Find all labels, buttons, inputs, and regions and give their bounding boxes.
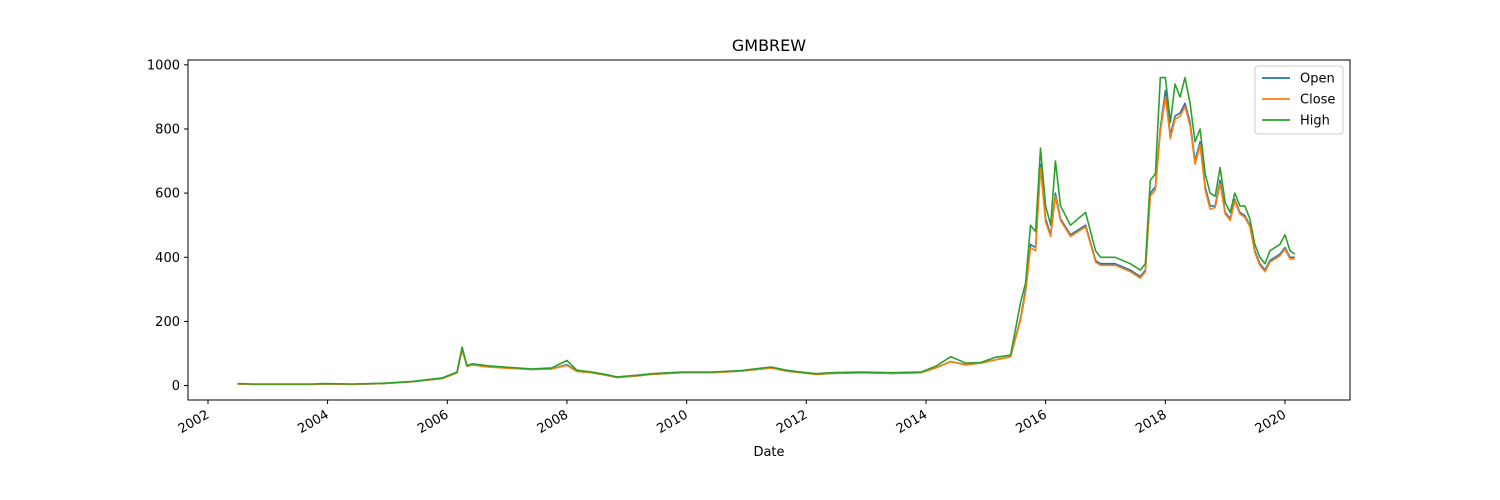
y-tick-label: 600 <box>155 187 180 202</box>
x-axis-label: Date <box>753 445 784 460</box>
chart-title: GMBREW <box>732 36 806 55</box>
legend-label-open: Open <box>1300 72 1335 87</box>
y-tick-label: 1000 <box>147 58 180 73</box>
y-tick-label: 0 <box>172 379 180 394</box>
legend-label-high: High <box>1300 114 1330 129</box>
legend-box <box>1254 65 1344 135</box>
y-tick-label: 400 <box>155 251 180 266</box>
y-tick-label: 200 <box>155 315 180 330</box>
series-line-close <box>237 96 1295 386</box>
legend: Open Close High <box>1254 65 1344 135</box>
y-tick-label: 800 <box>155 122 180 137</box>
legend-label-close: Close <box>1300 93 1335 108</box>
series-line-high <box>237 76 1296 385</box>
y-axis: 0 200 400 600 800 1000 <box>147 58 188 394</box>
plot-frame <box>187 59 1351 401</box>
series-layer <box>237 76 1296 386</box>
